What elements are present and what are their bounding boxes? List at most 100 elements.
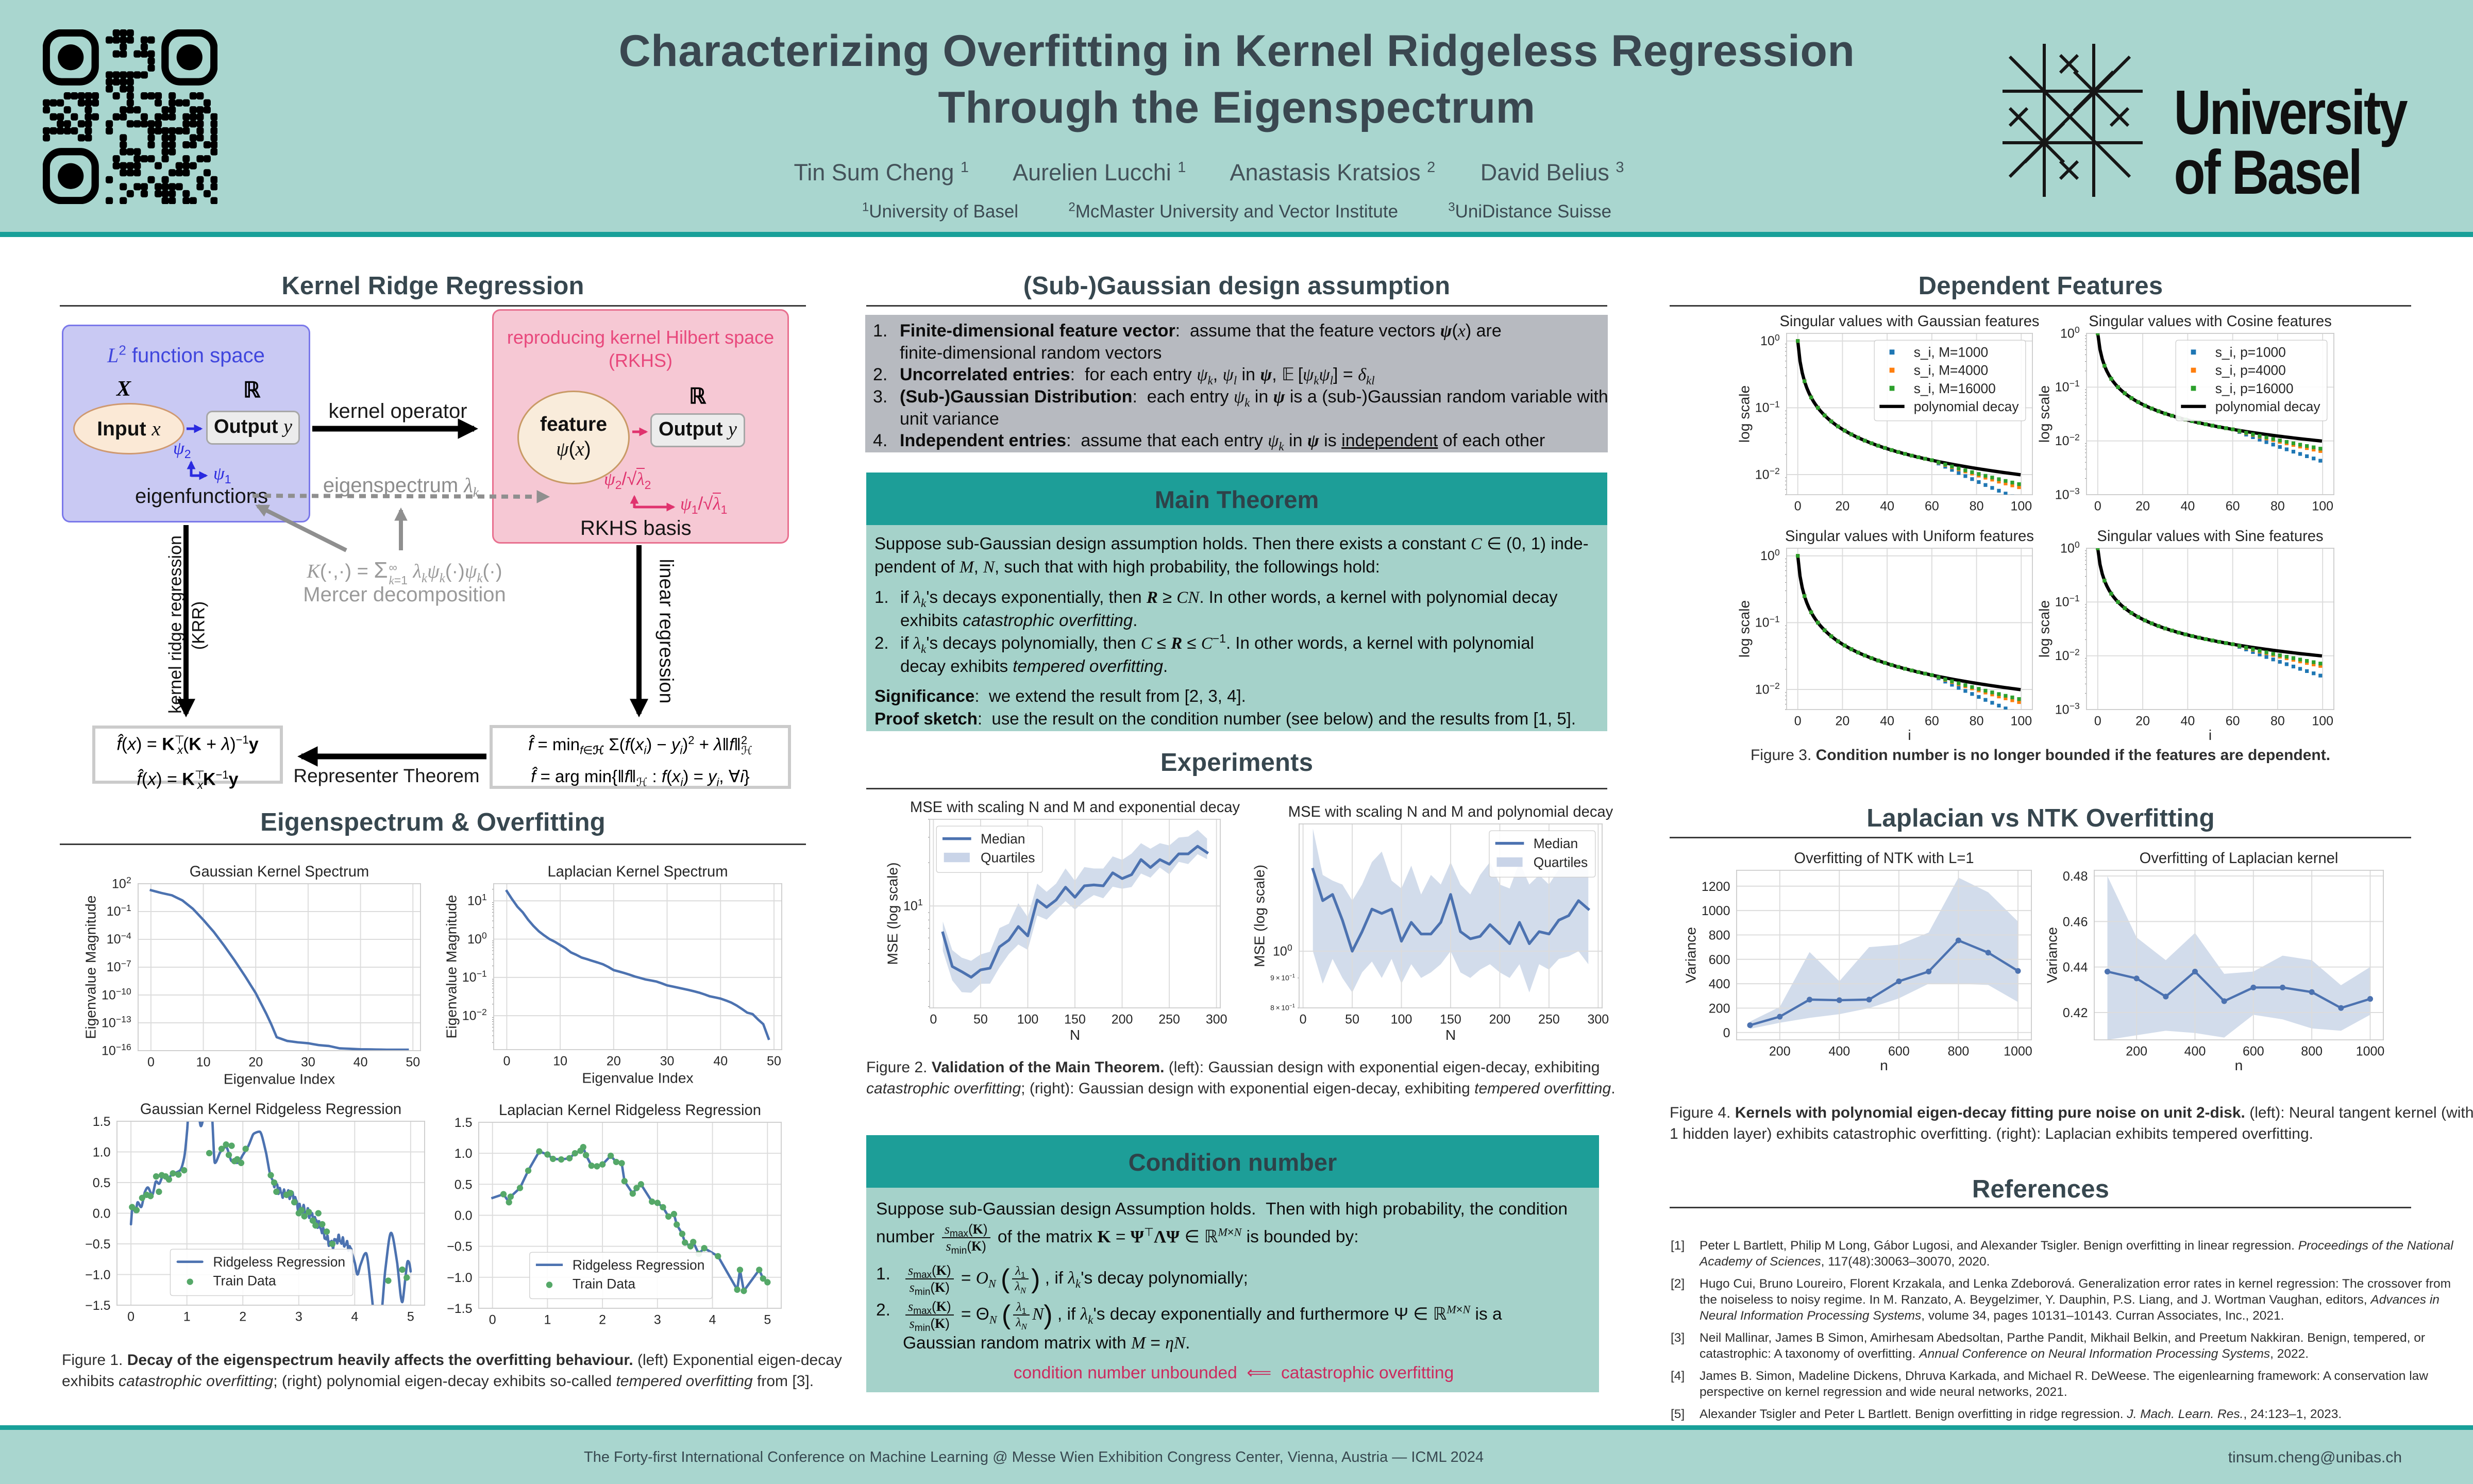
svg-text:1 0 1: 1 0 1 <box>467 892 487 908</box>
svg-text:Overfitting of Laplacian kerne: Overfitting of Laplacian kernel <box>2140 850 2339 867</box>
svg-text:log scale: log scale <box>1736 600 1752 657</box>
svg-text:Overfitting of NTK with L=1: Overfitting of NTK with L=1 <box>1794 850 1974 867</box>
svg-text:1 0 −: 1 0 − 1 <box>2055 591 2080 609</box>
svg-text:1.0: 1.0 <box>93 1145 111 1160</box>
svg-text:3: 3 <box>654 1313 661 1324</box>
svg-text:s_i, M=4000: s_i, M=4000 <box>1914 363 1988 378</box>
svg-text:1 0 −: 1 0 − 2 <box>1755 464 1780 482</box>
svg-text:s_i, p=16000: s_i, p=16000 <box>2215 381 2294 396</box>
svg-text:0: 0 <box>2094 499 2101 514</box>
svg-text:1 0 −: 1 0 − 1 6 <box>102 1040 131 1058</box>
svg-text:100: 100 <box>1017 1013 1039 1027</box>
svg-text:20: 20 <box>2135 499 2150 514</box>
svg-text:1 0 −: 1 0 − 4 <box>107 929 131 947</box>
svg-text:n: n <box>2235 1057 2243 1072</box>
svg-text:800: 800 <box>1948 1044 1970 1059</box>
svg-text:200: 200 <box>1769 1044 1791 1059</box>
svg-text:80: 80 <box>1970 714 1984 729</box>
svg-text:200: 200 <box>2126 1044 2147 1059</box>
svg-text:s_i, M=16000: s_i, M=16000 <box>1914 381 1996 396</box>
svg-text:60: 60 <box>1925 714 1939 729</box>
svg-text:100: 100 <box>2010 499 2032 514</box>
svg-text:10: 10 <box>196 1055 211 1070</box>
svg-text:9 × 1: 9 × 1 0 − 1 <box>1270 967 1296 983</box>
svg-text:1.5: 1.5 <box>93 1115 111 1129</box>
svg-text:2: 2 <box>599 1313 606 1324</box>
svg-text:i: i <box>1908 727 1911 743</box>
svg-text:Train Data: Train Data <box>213 1273 276 1288</box>
svg-text:s_i, M=1000: s_i, M=1000 <box>1914 345 1988 360</box>
svg-text:1000: 1000 <box>2004 1044 2032 1059</box>
svg-text:4: 4 <box>351 1310 358 1324</box>
svg-text:40: 40 <box>1880 714 1894 729</box>
svg-text:Eigenvalue Index: Eigenvalue Index <box>582 1070 693 1086</box>
svg-text:Gaussian Kernel Spectrum: Gaussian Kernel Spectrum <box>190 864 369 880</box>
svg-text:1 0 −: 1 0 − 3 <box>2055 484 2080 502</box>
svg-text:50: 50 <box>767 1054 781 1069</box>
svg-text:0.46: 0.46 <box>2063 915 2088 929</box>
svg-text:Gaussian Kernel Ridgeless Regr: Gaussian Kernel Ridgeless Regression <box>140 1101 401 1118</box>
svg-text:Eigenvalue Index: Eigenvalue Index <box>224 1071 335 1087</box>
svg-text:n: n <box>1880 1057 1888 1072</box>
svg-text:600: 600 <box>2243 1044 2264 1059</box>
svg-text:Eigenvalue Magnitude: Eigenvalue Magnitude <box>443 895 459 1039</box>
svg-text:MSE (log scale): MSE (log scale) <box>884 863 901 965</box>
svg-text:20: 20 <box>1836 714 1850 729</box>
svg-text:2: 2 <box>239 1310 246 1324</box>
svg-text:−1.5: −1.5 <box>85 1298 110 1313</box>
svg-text:Variance: Variance <box>2043 927 2060 983</box>
svg-text:s_i, p=1000: s_i, p=1000 <box>2215 345 2286 360</box>
svg-text:800: 800 <box>1709 929 1730 943</box>
svg-text:10: 10 <box>553 1054 567 1069</box>
svg-text:1000: 1000 <box>1702 904 1730 918</box>
svg-text:Singular values with Sine feat: Singular values with Sine features <box>2097 528 2323 545</box>
svg-text:20: 20 <box>2135 714 2150 729</box>
svg-text:1 0 −: 1 0 − 1 0 <box>102 984 131 1002</box>
svg-text:Ridgeless Regression: Ridgeless Regression <box>573 1257 705 1273</box>
svg-text:1 0 −: 1 0 − 1 <box>1755 612 1780 630</box>
svg-text:1.0: 1.0 <box>455 1146 473 1161</box>
svg-text:s_i, p=4000: s_i, p=4000 <box>2215 363 2286 378</box>
svg-text:N: N <box>1445 1026 1456 1043</box>
svg-text:MSE (log scale): MSE (log scale) <box>1251 865 1268 967</box>
svg-text:Variance: Variance <box>1685 927 1698 983</box>
svg-text:1 0 −: 1 0 − 1 <box>1755 397 1780 415</box>
svg-text:1 0 −: 1 0 − 2 <box>1755 679 1780 697</box>
svg-text:1 0 −: 1 0 − 1 3 <box>102 1012 131 1030</box>
svg-text:3: 3 <box>295 1310 302 1324</box>
svg-text:200: 200 <box>1112 1013 1133 1027</box>
svg-text:400: 400 <box>2184 1044 2206 1059</box>
svg-text:40: 40 <box>1880 499 1894 514</box>
svg-text:−1.5: −1.5 <box>447 1302 472 1316</box>
svg-text:400: 400 <box>1828 1044 1850 1059</box>
svg-text:log scale: log scale <box>2035 385 2052 443</box>
svg-text:60: 60 <box>2226 499 2240 514</box>
svg-text:250: 250 <box>1158 1013 1180 1027</box>
svg-text:of Basel: of Basel <box>2174 137 2361 206</box>
svg-text:1 0 −: 1 0 − 2 <box>2055 645 2080 663</box>
svg-text:Eigenvalue Magnitude: Eigenvalue Magnitude <box>82 896 99 1039</box>
svg-text:100: 100 <box>2312 499 2333 514</box>
svg-text:1: 1 <box>183 1310 191 1324</box>
svg-text:20: 20 <box>1836 499 1850 514</box>
svg-text:Singular values with Uniform f: Singular values with Uniform features <box>1785 528 2034 545</box>
svg-text:0: 0 <box>1794 714 1802 729</box>
svg-text:N: N <box>1070 1026 1080 1043</box>
svg-text:1 0 0: 1 0 0 <box>467 931 487 947</box>
svg-text:University: University <box>2174 77 2408 148</box>
svg-text:0: 0 <box>489 1313 496 1324</box>
svg-text:1.5: 1.5 <box>455 1116 473 1130</box>
svg-text:40: 40 <box>2180 499 2195 514</box>
svg-text:40: 40 <box>713 1054 728 1069</box>
svg-text:0.5: 0.5 <box>93 1176 111 1190</box>
svg-text:−0.5: −0.5 <box>85 1237 110 1252</box>
svg-text:Laplacian Kernel Spectrum: Laplacian Kernel Spectrum <box>547 864 728 880</box>
svg-text:400: 400 <box>1709 977 1730 991</box>
svg-text:300: 300 <box>1206 1013 1227 1027</box>
svg-text:100: 100 <box>2312 714 2333 729</box>
svg-text:0.42: 0.42 <box>2063 1006 2088 1020</box>
svg-text:1 0 0: 1 0 0 <box>2060 539 2080 555</box>
svg-text:0.0: 0.0 <box>93 1207 111 1221</box>
svg-text:50: 50 <box>973 1013 988 1027</box>
svg-text:600: 600 <box>1709 953 1730 967</box>
